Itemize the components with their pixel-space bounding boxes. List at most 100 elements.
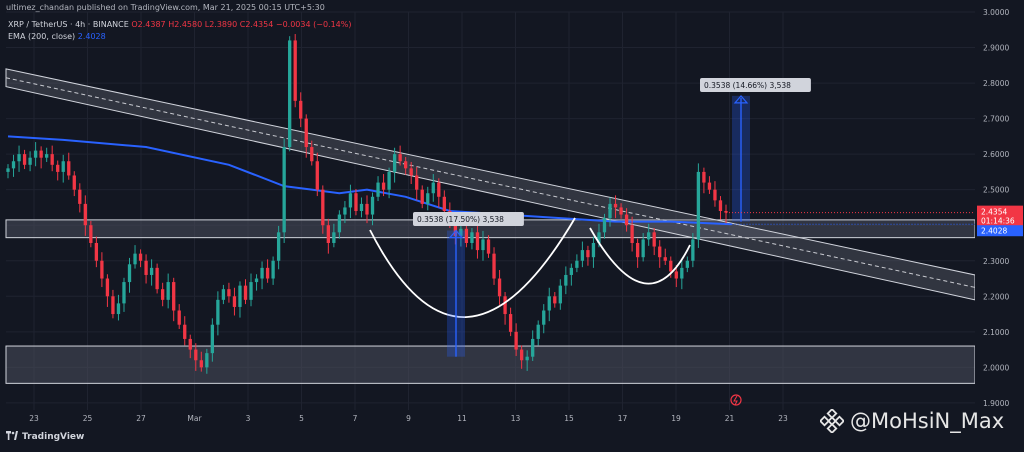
last-price-tag xyxy=(977,205,1023,228)
candle-body xyxy=(674,271,678,279)
last-price-label: 2.4354 xyxy=(981,208,1007,217)
candle-body xyxy=(216,299,220,325)
time-axis: 23 25 27 Mar 3 5 7 9 11 13 15 17 19 21 23 xyxy=(29,394,788,423)
candle-body xyxy=(249,282,253,300)
candle-body xyxy=(254,278,259,283)
candle-body xyxy=(105,278,110,297)
candle-body xyxy=(265,267,270,279)
candle-body xyxy=(100,260,104,279)
candle-body xyxy=(166,282,170,300)
candle-body xyxy=(188,338,192,350)
candle-body xyxy=(415,175,419,190)
time-tick-label: 23 xyxy=(778,414,788,423)
candle-body xyxy=(398,154,402,162)
candle-body xyxy=(321,189,325,226)
time-tick-label: 19 xyxy=(671,414,681,423)
candle-body xyxy=(177,310,181,325)
candle-body xyxy=(89,225,93,243)
measure-label: 0.3538 (14.66%) 3,538 xyxy=(704,81,791,90)
channel-midline xyxy=(5,77,976,288)
candle-body xyxy=(6,168,10,172)
time-tick-label: Mar xyxy=(187,414,202,423)
candle-body xyxy=(680,267,684,279)
measure-label-box xyxy=(413,212,524,226)
candle-body xyxy=(337,214,342,233)
candle-body xyxy=(238,285,242,307)
candle-body xyxy=(94,242,99,261)
watermark: @MoHsiN_Max xyxy=(820,409,1004,433)
candle-body xyxy=(315,161,319,190)
ema-200-line xyxy=(7,135,732,226)
price-tick-label: 2.2000 xyxy=(983,292,1009,301)
candle-body xyxy=(78,189,82,204)
tradingview-brand[interactable]: TradingView xyxy=(6,431,84,442)
candle-body xyxy=(619,207,623,215)
alert-bolt-icon xyxy=(733,395,738,406)
candle-body xyxy=(724,211,728,213)
cup-curve-small xyxy=(589,227,691,285)
candle-body xyxy=(647,232,651,240)
candle-body xyxy=(392,154,397,172)
candle-body xyxy=(155,267,159,290)
open-value: O2.4387 xyxy=(131,20,166,29)
time-tick-label: 5 xyxy=(299,414,304,423)
candle-body xyxy=(39,150,43,158)
candle-body xyxy=(718,200,723,211)
candle-body xyxy=(586,250,590,258)
candle-body xyxy=(387,171,391,190)
candle-body xyxy=(481,239,485,251)
time-tick-label: 17 xyxy=(618,414,628,423)
close-value: C2.4354 xyxy=(239,20,274,29)
candle-body xyxy=(492,253,496,279)
candle-body xyxy=(613,203,618,208)
price-tick-label: 2.3000 xyxy=(983,257,1009,266)
ema-value: 2.4028 xyxy=(77,32,106,41)
candle-body xyxy=(630,225,634,243)
time-tick-label: 7 xyxy=(353,414,358,423)
candle-body xyxy=(288,40,292,148)
candle-body xyxy=(122,282,126,304)
brand-label: TradingView xyxy=(22,432,85,442)
candle-body xyxy=(111,296,115,315)
candle-body xyxy=(116,303,121,315)
binance-logo-icon xyxy=(820,409,844,433)
alert-icon xyxy=(730,394,742,406)
candle-body xyxy=(409,168,413,176)
candle-body xyxy=(404,161,408,169)
price-tick-label: 3.0000 xyxy=(983,8,1009,17)
candle-body xyxy=(707,182,712,190)
change-value: −0.0034 (−0.14%) xyxy=(275,20,352,29)
candle-body xyxy=(370,196,375,215)
candle-body xyxy=(326,225,330,243)
time-tick-label: 3 xyxy=(246,414,251,423)
candle-body xyxy=(486,239,491,254)
candle-body xyxy=(149,267,154,275)
candle-body xyxy=(276,232,281,261)
candle-body xyxy=(624,214,629,226)
low-value: L2.3890 xyxy=(204,20,238,29)
candle-body xyxy=(702,171,706,183)
price-tick-label: 1.9000 xyxy=(983,399,1009,408)
candle-body xyxy=(183,324,187,339)
candle-body xyxy=(503,296,507,315)
candle-body xyxy=(420,189,424,204)
candle-body xyxy=(602,218,607,233)
candle-body xyxy=(569,267,574,275)
candle-body xyxy=(72,175,76,190)
time-tick-label: 25 xyxy=(83,414,93,423)
candle-body xyxy=(260,267,264,279)
candle-body xyxy=(138,253,143,261)
price-tick-label: 2.1000 xyxy=(983,328,1009,337)
candle-body xyxy=(210,324,215,354)
candle-body xyxy=(641,239,645,258)
candle-body xyxy=(453,221,458,236)
candle-body xyxy=(553,296,557,304)
candle-body xyxy=(160,289,165,300)
candle-body xyxy=(685,260,689,268)
candle-body xyxy=(663,257,667,261)
candle-body xyxy=(310,147,314,162)
candle-body xyxy=(11,161,16,169)
candle-body xyxy=(299,100,303,119)
